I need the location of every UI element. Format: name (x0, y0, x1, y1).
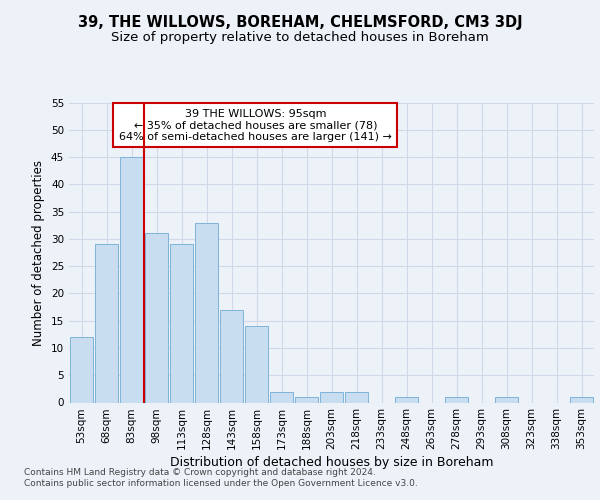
Bar (245, 326, 268, 402)
Text: Contains HM Land Registry data © Crown copyright and database right 2024.: Contains HM Land Registry data © Crown c… (24, 468, 376, 477)
Bar (270, 392, 293, 402)
Bar (195, 222, 218, 402)
Bar (445, 397, 468, 402)
Bar (170, 244, 193, 402)
X-axis label: Distribution of detached houses by size in Boreham: Distribution of detached houses by size … (170, 456, 493, 469)
Bar (570, 397, 593, 402)
Bar (145, 234, 168, 402)
Y-axis label: Number of detached properties: Number of detached properties (32, 160, 46, 346)
Text: 39, THE WILLOWS, BOREHAM, CHELMSFORD, CM3 3DJ: 39, THE WILLOWS, BOREHAM, CHELMSFORD, CM… (77, 15, 523, 30)
Bar (295, 397, 318, 402)
Bar (345, 392, 368, 402)
Bar (95, 244, 118, 402)
Bar (320, 392, 343, 402)
Bar (395, 397, 418, 402)
Text: 39 THE WILLOWS: 95sqm
← 35% of detached houses are smaller (78)
64% of semi-deta: 39 THE WILLOWS: 95sqm ← 35% of detached … (119, 108, 392, 142)
Bar (220, 310, 243, 402)
Text: Contains public sector information licensed under the Open Government Licence v3: Contains public sector information licen… (24, 480, 418, 488)
Text: Size of property relative to detached houses in Boreham: Size of property relative to detached ho… (111, 31, 489, 44)
Bar (120, 157, 143, 402)
Bar (70, 337, 93, 402)
Bar (495, 397, 518, 402)
